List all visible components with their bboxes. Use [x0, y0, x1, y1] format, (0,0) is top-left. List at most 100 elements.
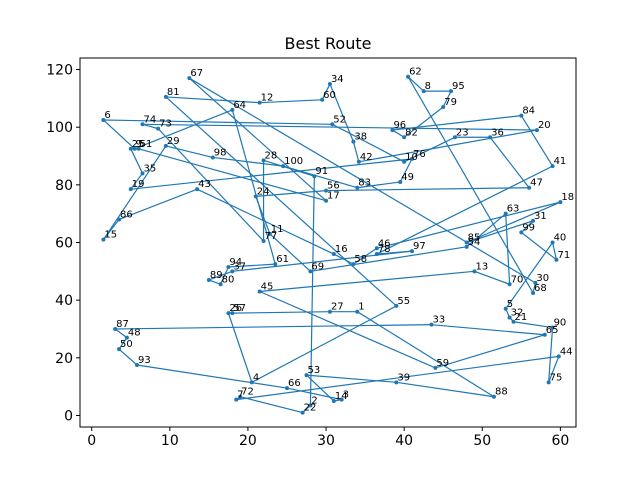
point-label: 13 [475, 261, 488, 272]
route-point [140, 171, 145, 176]
route-segment [259, 99, 323, 104]
route-segment [269, 233, 311, 272]
point-label: 86 [120, 209, 133, 220]
plot-area-frame [79, 57, 577, 428]
route-point [464, 244, 469, 249]
route-point [324, 188, 329, 193]
point-label: 55 [397, 296, 410, 307]
point-label: 60 [323, 90, 336, 101]
route-segment [466, 220, 534, 244]
route-point [308, 269, 313, 274]
route-segment [306, 374, 397, 383]
route-segment [138, 148, 327, 202]
x-tick-label: 50 [473, 433, 491, 449]
route-point [503, 211, 508, 216]
route-segment [403, 106, 444, 138]
point-label: 66 [288, 378, 301, 389]
route-segment [118, 188, 198, 220]
route-point [421, 89, 426, 94]
point-label: 1 [358, 302, 364, 313]
point-label: 24 [257, 186, 270, 197]
point-label: 71 [557, 250, 570, 261]
point-label: 91 [315, 166, 328, 177]
route-point [135, 363, 140, 368]
route-segment [310, 246, 467, 272]
route-point [117, 217, 122, 222]
route-point [409, 249, 414, 254]
point-label: 16 [335, 244, 348, 255]
route-segment [208, 270, 233, 281]
point-label: 99 [522, 222, 535, 233]
route-point [195, 187, 200, 192]
route-segment [474, 270, 510, 285]
route-point [449, 89, 454, 94]
route-segment [231, 109, 276, 265]
route-point [409, 156, 414, 161]
point-label: 2 [311, 395, 317, 406]
point-label: 39 [397, 372, 410, 383]
point-label: 96 [393, 120, 406, 131]
route-point [238, 394, 243, 399]
point-label: 11 [271, 224, 284, 235]
route-point [304, 373, 309, 378]
point-label: 98 [214, 147, 227, 158]
route-segment [130, 148, 144, 174]
route-segment [431, 324, 545, 336]
x-tick-label: 30 [317, 433, 335, 449]
point-label: 29 [167, 136, 180, 147]
point-label: 61 [276, 254, 289, 265]
route-point [534, 128, 539, 133]
route-point [394, 380, 399, 385]
route-point [402, 135, 407, 140]
route-point [546, 380, 551, 385]
point-label: 84 [522, 106, 535, 117]
point-label: 69 [311, 261, 324, 272]
route-point [550, 325, 555, 330]
route-segment [142, 123, 537, 131]
route-point [218, 282, 223, 287]
point-label: 80 [222, 274, 235, 285]
point-label: 73 [159, 119, 172, 130]
route-point [273, 262, 278, 267]
route-segment [435, 334, 545, 369]
route-segment [157, 128, 264, 242]
point-label: 79 [444, 97, 457, 108]
route-segment [239, 396, 303, 414]
point-label: 10 [405, 152, 418, 163]
point-label: 67 [190, 68, 203, 79]
route-segment [399, 158, 413, 183]
point-label: 41 [554, 156, 567, 167]
route-point [390, 128, 395, 133]
route-segment [208, 279, 221, 285]
point-label: 58 [354, 254, 367, 265]
route-point [156, 126, 161, 131]
route-segment [259, 270, 475, 293]
route-point [230, 269, 235, 274]
point-label: 72 [241, 387, 254, 398]
route-point [187, 76, 192, 81]
route-point [210, 155, 215, 160]
route-point [230, 107, 235, 112]
route-segment [165, 145, 213, 159]
route-point [406, 74, 411, 79]
point-label: 19 [132, 179, 145, 190]
route-segment [136, 364, 288, 389]
route-segment [548, 356, 560, 383]
route-point [556, 354, 561, 359]
route-point [351, 262, 356, 267]
point-label: 56 [327, 181, 340, 192]
route-point [327, 81, 332, 86]
route-point [402, 159, 407, 164]
route-point [491, 394, 496, 399]
route-segment [489, 136, 530, 189]
point-label: 51 [140, 139, 153, 150]
route-point [206, 277, 211, 282]
route-point [140, 122, 145, 127]
route-segment [196, 188, 335, 255]
route-point [261, 239, 266, 244]
y-tick-label: 100 [46, 120, 73, 136]
route-segment [232, 250, 413, 272]
route-segment [392, 129, 405, 138]
